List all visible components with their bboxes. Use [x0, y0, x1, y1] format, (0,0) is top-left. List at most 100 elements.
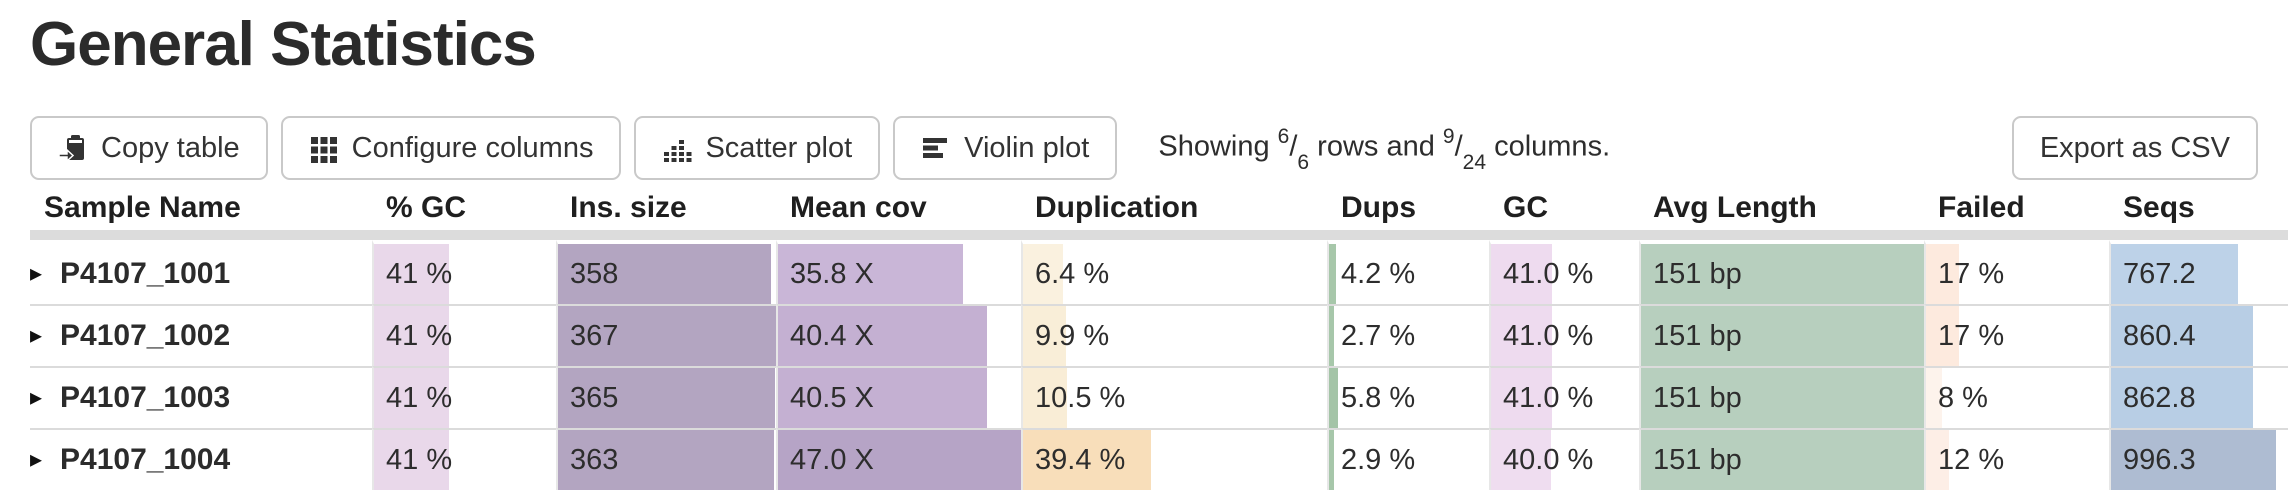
- cell-value-text: 17 %: [1938, 258, 2005, 290]
- cell-value-text: 151 bp: [1653, 444, 1742, 476]
- cell-value-text: 17 %: [1938, 320, 2005, 352]
- cell-dups: 2.9 %: [1327, 428, 1489, 490]
- scatter-plot-label: Scatter plot: [705, 131, 853, 164]
- cell-value-text: 767.2: [2123, 258, 2196, 290]
- cell-value-text: 358: [570, 258, 619, 290]
- cell-value-text: 40.4 X: [790, 320, 874, 352]
- row-expand-icon[interactable]: ▸: [30, 446, 43, 473]
- cell-value-bar: [558, 306, 776, 366]
- copy-table-button[interactable]: Copy table: [30, 116, 268, 180]
- cell-dups: 5.8 %: [1327, 366, 1489, 428]
- cell-value-bar: [1329, 368, 1338, 428]
- cell-mean_cov: 40.5 X: [776, 366, 1021, 428]
- table-row: ▸ P4107_1001 41 % 358 35.8 X 6.4 % 4.2 % 41.0 %…: [30, 240, 2288, 304]
- table-row: ▸ P4107_1004 41 % 363 47.0 X 39.4 % 2.9 % 40.0 …: [30, 428, 2288, 490]
- cell-value-text: 4.2 %: [1341, 258, 1416, 290]
- cell-value-bar: [1491, 306, 1553, 366]
- cell-value-bar: [778, 306, 987, 366]
- cell-seqs: 996.3: [2109, 428, 2288, 490]
- cell-value-text: 12 %: [1938, 444, 2005, 476]
- cell-value-text: 9.9 %: [1035, 320, 1110, 352]
- copy-table-label: Copy table: [101, 131, 240, 164]
- column-header-pct_gc[interactable]: % GC: [372, 184, 556, 240]
- cell-value-text: 40.0 %: [1503, 444, 1594, 476]
- cell-value-text: 41 %: [386, 258, 453, 290]
- cell-value-text: 367: [570, 320, 619, 352]
- cell-value-text: 860.4: [2123, 320, 2196, 352]
- cell-value-text: 151 bp: [1653, 382, 1742, 414]
- columns-total-count: 24: [1462, 150, 1487, 174]
- sample-name-cell: ▸ P4107_1001: [30, 240, 372, 304]
- export-csv-label: Export as CSV: [2039, 131, 2230, 164]
- column-header-duplication[interactable]: Duplication: [1021, 184, 1327, 240]
- cell-seqs: 860.4: [2109, 304, 2288, 366]
- cell-pct_gc: 41 %: [372, 428, 556, 490]
- cell-value-text: 151 bp: [1653, 320, 1742, 352]
- cell-value-bar: [1329, 244, 1336, 304]
- row-expand-icon[interactable]: ▸: [30, 322, 43, 349]
- cell-value-text: 5.8 %: [1341, 382, 1416, 414]
- cell-duplication: 6.4 %: [1021, 240, 1327, 304]
- cell-seqs: 767.2: [2109, 240, 2288, 304]
- column-header-avg_length[interactable]: Avg Length: [1639, 184, 1924, 240]
- cell-value-text: 8 %: [1938, 382, 1988, 414]
- column-header-failed[interactable]: Failed: [1924, 184, 2109, 240]
- cell-value-bar: [374, 244, 449, 304]
- cell-value-bar: [1641, 244, 1924, 304]
- table-header: Sample Name% GC Ins. size Mean cov Duplicat…: [30, 184, 2288, 240]
- cell-value-text: 35.8 X: [790, 258, 874, 290]
- violin-plot-button[interactable]: Violin plot: [893, 116, 1118, 180]
- column-header-mean_cov[interactable]: Mean cov: [776, 184, 1021, 240]
- cell-duplication: 39.4 %: [1021, 428, 1327, 490]
- column-header-dups[interactable]: Dups: [1327, 184, 1489, 240]
- cell-value-text: 996.3: [2123, 444, 2196, 476]
- cell-value-bar: [1926, 244, 1959, 304]
- cell-duplication: 9.9 %: [1021, 304, 1327, 366]
- cell-failed: 17 %: [1924, 240, 2109, 304]
- table-header-row: Sample Name% GC Ins. size Mean cov Duplicat…: [30, 184, 2288, 240]
- cell-value-bar: [1491, 368, 1553, 428]
- table-row: ▸ P4107_1002 41 % 367 40.4 X 9.9 % 2.7 % 41.0 %…: [30, 304, 2288, 366]
- cell-value-bar: [2111, 368, 2254, 428]
- cell-value-text: 41 %: [386, 382, 453, 414]
- cell-value-bar: [778, 430, 1021, 490]
- configure-columns-label: Configure columns: [351, 131, 594, 164]
- cell-value-bar: [1926, 368, 1942, 428]
- column-header-gc[interactable]: GC: [1489, 184, 1639, 240]
- cell-value-bar: [778, 244, 963, 304]
- column-header-ins_size[interactable]: Ins. size: [556, 184, 776, 240]
- column-header-seqs[interactable]: Seqs: [2109, 184, 2288, 240]
- sample-name: P4107_1002: [60, 319, 231, 352]
- scatter-plot-button[interactable]: Scatter plot: [634, 116, 881, 180]
- clipboard-copy-icon: [58, 133, 88, 163]
- cell-gc: 41.0 %: [1489, 366, 1639, 428]
- cell-value-bar: [558, 430, 774, 490]
- cell-failed: 8 %: [1924, 366, 2109, 428]
- cell-value-bar: [1926, 306, 1959, 366]
- configure-columns-button[interactable]: Configure columns: [280, 116, 622, 180]
- cell-avg_length: 151 bp: [1639, 304, 1924, 366]
- rows-shown-count: 6: [1277, 125, 1290, 149]
- cell-mean_cov: 47.0 X: [776, 428, 1021, 490]
- cell-value-bar: [374, 368, 449, 428]
- sample-name-cell: ▸ P4107_1003: [30, 366, 372, 428]
- cell-pct_gc: 41 %: [372, 304, 556, 366]
- cell-gc: 40.0 %: [1489, 428, 1639, 490]
- cell-avg_length: 151 bp: [1639, 366, 1924, 428]
- cell-value-text: 41 %: [386, 444, 453, 476]
- column-header-sample_name[interactable]: Sample Name: [30, 184, 372, 240]
- cell-gc: 41.0 %: [1489, 240, 1639, 304]
- row-expand-icon[interactable]: ▸: [30, 384, 43, 411]
- cell-value-bar: [1491, 244, 1553, 304]
- cell-value-text: 40.5 X: [790, 382, 874, 414]
- cell-value-text: 41.0 %: [1503, 382, 1594, 414]
- cell-value-bar: [374, 306, 449, 366]
- cell-value-bar: [374, 430, 449, 490]
- cell-value-text: 47.0 X: [790, 444, 874, 476]
- cell-seqs: 862.8: [2109, 366, 2288, 428]
- cell-value-bar: [1641, 368, 1924, 428]
- export-csv-button[interactable]: Export as CSV: [2011, 116, 2258, 180]
- cell-value-bar: [2111, 306, 2254, 366]
- grid-icon: [309, 133, 339, 163]
- row-expand-icon[interactable]: ▸: [30, 260, 43, 287]
